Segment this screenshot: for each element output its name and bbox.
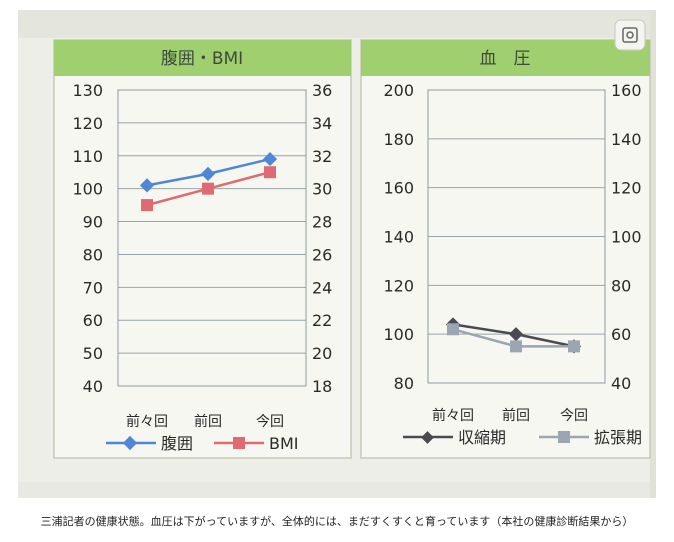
y-tick-label: 80 — [394, 374, 414, 393]
y-axis-right: 36 34 32 30 28 26 24 22 20 18 — [312, 81, 332, 396]
legend-item-bmi: BMI — [269, 434, 299, 453]
data-point — [262, 151, 278, 167]
series-group — [139, 151, 278, 212]
y-tick-label: 80 — [83, 245, 103, 264]
y-tick-label: 60 — [83, 311, 103, 330]
y-tick-label: 40 — [611, 374, 631, 393]
y-tick-label: 30 — [312, 180, 332, 199]
y-axis-left: 200 180 160 140 120 100 80 — [383, 81, 414, 393]
legend-item-diastolic: 拡張期 — [594, 428, 642, 447]
y-tick-label: 160 — [383, 179, 414, 198]
chart-title: 腹囲・BMI — [161, 49, 243, 69]
x-tick-label: 前々回 — [432, 407, 474, 424]
x-axis: 前々回 前回 今回 — [126, 413, 284, 430]
data-point — [200, 166, 216, 181]
y-tick-label: 32 — [312, 147, 332, 166]
data-point — [141, 199, 153, 212]
y-tick-label: 80 — [611, 276, 631, 295]
data-point — [264, 166, 276, 179]
y-tick-label: 70 — [83, 278, 103, 297]
y-tick-label: 40 — [83, 377, 103, 396]
data-point — [568, 340, 580, 353]
data-point — [447, 323, 459, 336]
y-tick-label: 100 — [383, 325, 414, 344]
y-tick-label: 24 — [312, 278, 332, 297]
chart-panel-blood-pressure: 血 圧 200 180 160 140 120 100 80 160 140 120 100 80 6… — [360, 39, 651, 459]
y-tick-label: 120 — [611, 179, 642, 198]
legend-item-systolic: 収縮期 — [458, 428, 506, 447]
y-tick-label: 100 — [611, 228, 642, 247]
camera-scan-icon[interactable] — [614, 19, 646, 51]
y-axis-right: 160 140 120 100 80 60 40 — [611, 81, 642, 393]
y-tick-label: 22 — [312, 311, 332, 330]
y-tick-label: 50 — [83, 344, 103, 363]
data-point — [508, 327, 524, 342]
legend: 腹囲 BMI — [106, 434, 299, 453]
y-tick-label: 60 — [611, 325, 631, 344]
series-group — [445, 317, 582, 354]
chart-title: 血 圧 — [480, 49, 531, 69]
y-tick-label: 120 — [383, 276, 414, 295]
y-tick-label: 28 — [312, 213, 332, 232]
y-tick-label: 140 — [383, 228, 414, 247]
y-tick-label: 120 — [72, 114, 103, 133]
y-tick-label: 18 — [312, 377, 332, 396]
photo-caption: 三浦記者の健康状態。血圧は下がっていますが、全体的には、まだすくすくと育っていま… — [40, 515, 634, 528]
data-point — [510, 340, 522, 353]
y-tick-label: 34 — [312, 114, 332, 133]
x-axis: 前々回 前回 今回 — [432, 407, 588, 424]
legend-item-waist: 腹囲 — [161, 434, 193, 453]
y-tick-label: 140 — [611, 130, 642, 149]
y-tick-label: 100 — [72, 180, 103, 199]
y-tick-label: 90 — [83, 213, 103, 232]
x-tick-label: 今回 — [560, 408, 588, 424]
y-tick-label: 36 — [312, 81, 332, 100]
y-tick-label: 26 — [312, 245, 332, 264]
x-tick-label: 前回 — [194, 413, 222, 430]
plot-frame — [117, 89, 307, 387]
legend: 収縮期 拡張期 — [403, 428, 642, 447]
x-tick-label: 前回 — [502, 407, 530, 424]
y-tick-label: 20 — [312, 344, 332, 363]
x-tick-label: 前々回 — [126, 413, 168, 430]
y-axis-left: 130 120 110 100 90 80 70 60 50 40 — [72, 81, 103, 396]
plot-frame — [427, 89, 606, 384]
y-tick-label: 160 — [611, 81, 642, 100]
chart-photo: 腹囲・BMI 130 120 110 100 90 80 70 60 50 40 36 34 32 30… — [18, 10, 656, 498]
y-tick-label: 180 — [383, 130, 414, 149]
chart-panel-waist-bmi: 腹囲・BMI 130 120 110 100 90 80 70 60 50 40 36 34 32 30… — [53, 39, 352, 459]
x-tick-label: 今回 — [256, 414, 284, 430]
data-point — [202, 182, 214, 195]
y-tick-label: 110 — [72, 147, 103, 166]
y-tick-label: 200 — [383, 81, 414, 100]
y-tick-label: 130 — [72, 81, 103, 100]
